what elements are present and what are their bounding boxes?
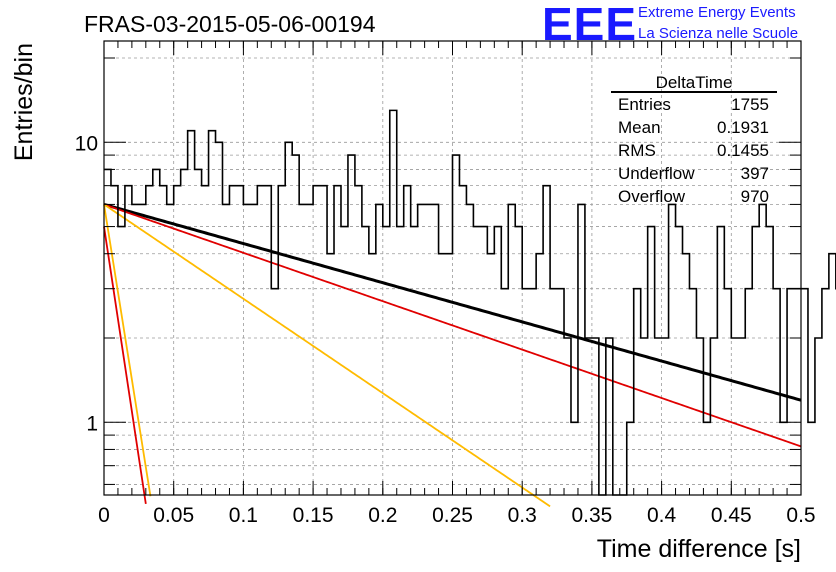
stats-value-overflow: 970 (741, 187, 769, 206)
x-tick-label: 0.4 (647, 504, 677, 527)
histogram (104, 109, 836, 496)
fit-curve-3 (103, 203, 551, 508)
chart-title: FRAS-03-2015-05-06-00194 (84, 11, 376, 37)
stats-value-entries: 1755 (731, 95, 769, 114)
stats-label-mean: Mean (618, 118, 661, 137)
y-tick-label: 10 (75, 132, 98, 155)
stats-label-entries: Entries (618, 95, 671, 114)
stats-value-rms: 0.1455 (717, 141, 769, 160)
x-tick-label: 0.2 (368, 504, 397, 527)
logo-line-2: La Scienza nelle Scuole (638, 25, 798, 42)
y-axis-title: Entries/bin (10, 43, 38, 161)
x-tick-label: 0.35 (571, 504, 612, 527)
fit-curve-5 (103, 204, 152, 497)
fit-curve-1 (103, 202, 802, 402)
stats-label-overflow: Overflow (618, 187, 686, 206)
y-tick-label: 1 (86, 412, 98, 435)
stats-label-underflow: Underflow (618, 164, 695, 183)
stats-value-underflow: 397 (741, 164, 769, 183)
fit-curve-4 (103, 226, 147, 504)
axis-ticks: 0 0.05 0.1 0.15 0.2 0.25 0.3 0.35 0.4 0.45 0.5 1 10 (75, 41, 816, 527)
stats-box: DeltaTime Entries 1755 Mean 0.1931 RMS 0.1455… (611, 73, 777, 206)
x-tick-label: 0.05 (153, 504, 194, 527)
x-tick-label: 0 (98, 504, 110, 527)
stats-title: DeltaTime (656, 73, 733, 92)
stats-label-rms: RMS (618, 141, 656, 160)
fit-curves (103, 202, 802, 508)
logo-mark: EEE (542, 0, 637, 50)
x-tick-label: 0.45 (711, 504, 752, 527)
x-axis-title: Time difference [s] (597, 535, 801, 563)
x-tick-label: 0.15 (293, 504, 334, 527)
x-tick-label: 0.25 (432, 504, 473, 527)
fit-curve-2 (103, 203, 802, 448)
x-tick-label: 0.1 (229, 504, 258, 527)
stats-value-mean: 0.1931 (717, 118, 769, 137)
x-tick-label: 0.5 (786, 504, 815, 527)
x-tick-label: 0.3 (508, 504, 537, 527)
logo-line-1: Extreme Energy Events (638, 4, 796, 21)
